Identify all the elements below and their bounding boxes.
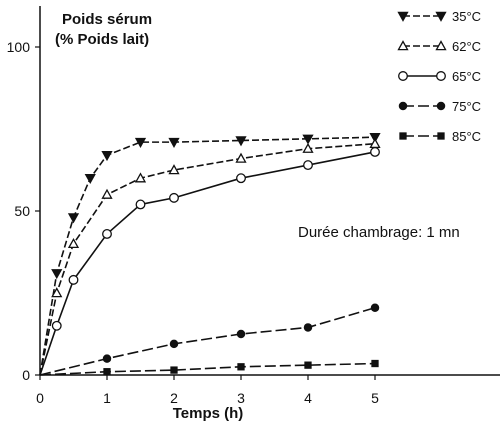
series-line [39, 151, 376, 376]
legend-entry: 75°C [398, 99, 481, 114]
series-line [39, 136, 376, 376]
data-point [134, 172, 147, 183]
data-point [101, 150, 113, 162]
legend-entry: 35°C [397, 9, 481, 24]
data-point [102, 229, 112, 239]
data-point [302, 134, 314, 145]
data-point [304, 361, 312, 369]
legend-marker [398, 71, 408, 81]
x-tick-label: 3 [237, 390, 245, 406]
legend-marker [435, 11, 447, 22]
legend-marker [397, 11, 409, 22]
legend-marker [397, 40, 409, 51]
legend-marker [436, 101, 446, 111]
series-line [39, 306, 376, 376]
y-tick-label: 0 [22, 367, 30, 383]
legend-label: 62°C [452, 39, 481, 54]
data-point [68, 274, 79, 285]
x-tick-label: 4 [304, 390, 312, 406]
data-point [302, 142, 314, 153]
data-point [51, 320, 62, 331]
legend-marker [398, 101, 408, 111]
series-62C [39, 137, 381, 376]
legend-label: 65°C [452, 69, 481, 84]
data-point [371, 359, 379, 368]
series-85C [39, 359, 379, 376]
series-35C [39, 132, 381, 376]
annotation-text: Durée chambrage: 1 mn [298, 224, 460, 241]
legend-marker [435, 40, 447, 51]
data-point [67, 213, 80, 224]
legend-entry: 65°C [398, 69, 481, 84]
data-point [51, 287, 63, 298]
legend-label: 75°C [452, 99, 481, 114]
y-tick-label: 50 [14, 203, 30, 219]
data-point [101, 188, 113, 199]
data-point [237, 363, 245, 371]
legend-label: 85°C [452, 129, 481, 144]
data-point [370, 147, 380, 157]
data-point [303, 160, 313, 171]
x-axis-label: Temps (h) [173, 405, 244, 422]
data-point [169, 339, 179, 349]
data-point [170, 366, 178, 374]
legend-entry: 85°C [399, 129, 481, 144]
data-point [168, 137, 180, 148]
series-65C [39, 147, 380, 376]
legend-marker [399, 132, 407, 140]
data-point [134, 137, 147, 148]
data-point [169, 192, 179, 203]
y-tick-label: 100 [7, 39, 31, 55]
data-point [236, 329, 246, 339]
data-point [235, 136, 247, 147]
y-axis-label-line2: (% Poids lait) [55, 31, 149, 48]
y-axis-label: Poids sérum [62, 11, 152, 28]
series-line [39, 362, 376, 376]
x-tick-label: 5 [371, 390, 379, 406]
data-point [236, 173, 246, 184]
data-point [103, 368, 111, 376]
data-point [67, 237, 80, 249]
data-point [84, 173, 96, 185]
data-point [135, 199, 146, 210]
data-point [370, 303, 380, 313]
data-point [235, 152, 247, 163]
legend-marker [436, 71, 446, 81]
data-point [168, 164, 180, 175]
series-75C [39, 303, 380, 376]
series-layer [39, 132, 381, 376]
legend-marker [437, 132, 445, 140]
legend: 35°C 62°C 65°C 75°C 85°C [397, 9, 481, 144]
x-tick-label: 2 [170, 390, 178, 406]
data-point [102, 354, 112, 363]
x-tick-label: 0 [36, 390, 44, 406]
data-point [51, 269, 63, 280]
data-point [303, 323, 313, 332]
x-tick-label: 1 [103, 390, 111, 406]
data-point [369, 132, 381, 144]
legend-label: 35°C [452, 9, 481, 24]
legend-entry: 62°C [397, 39, 481, 54]
